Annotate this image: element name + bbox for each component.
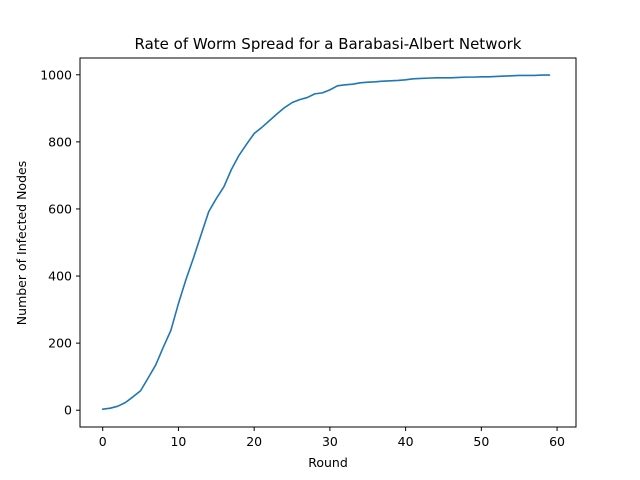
x-tick-label: 60 (549, 434, 565, 449)
chart-title: Rate of Worm Spread for a Barabasi-Alber… (135, 35, 522, 53)
series-line (101, 74, 551, 411)
x-tick-label: 30 (322, 434, 338, 449)
x-tick-label: 40 (398, 434, 414, 449)
y-axis-label: Number of Infected Nodes (14, 161, 29, 325)
y-tick-label: 800 (48, 134, 72, 149)
x-axis-label: Round (308, 455, 348, 470)
y-tick-label: 400 (48, 269, 72, 284)
y-tick-label: 0 (64, 403, 72, 418)
y-tick-label: 1000 (40, 67, 72, 82)
x-tick-label: 10 (170, 434, 186, 449)
x-axis-ticks: 0 10 20 30 40 50 60 (99, 427, 565, 449)
x-tick-label: 0 (99, 434, 107, 449)
plot-area (101, 74, 551, 411)
axes-frame (79, 57, 577, 428)
x-tick-label: 50 (473, 434, 489, 449)
x-tick-label: 20 (246, 434, 262, 449)
y-tick-label: 600 (48, 201, 72, 216)
y-axis-ticks: 0 200 400 600 800 1000 (40, 67, 80, 418)
y-tick-label: 200 (48, 336, 72, 351)
